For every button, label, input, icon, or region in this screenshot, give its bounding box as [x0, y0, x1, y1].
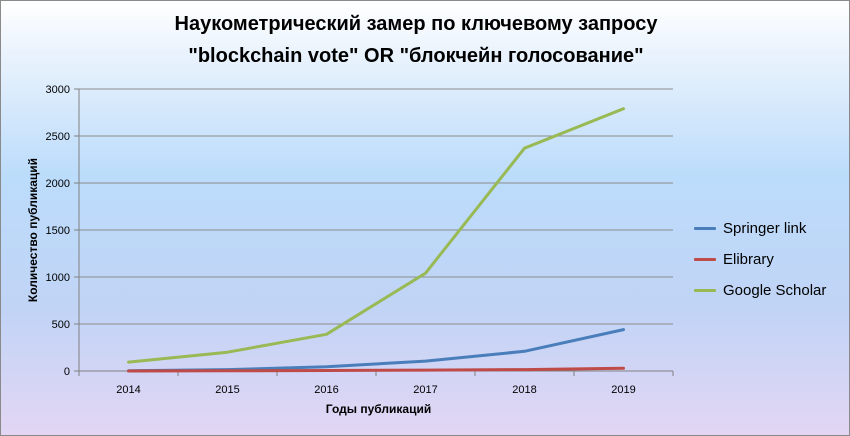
y-axis-label: Количество публикаций	[26, 157, 40, 303]
series-line-springer-link	[127, 328, 625, 373]
legend-label: Google Scholar	[723, 282, 827, 299]
legend-label: Elibrary	[723, 251, 774, 268]
x-tick-label: 2016	[314, 384, 338, 396]
legend-label: Springer link	[723, 220, 807, 237]
x-tick-label: 2014	[116, 384, 140, 396]
legend-swatch	[694, 258, 716, 261]
chart-title-line-1: Наукометрический замер по ключевому запр…	[174, 13, 658, 35]
legend-item: Google Scholar	[694, 275, 826, 306]
x-tick-label: 2018	[512, 384, 536, 396]
legend-item: Springer link	[694, 213, 826, 244]
y-tick-label: 3000	[46, 84, 70, 96]
y-tick-label: 1500	[46, 225, 70, 237]
y-tick-label: 2500	[46, 131, 70, 143]
y-tick-label: 2000	[46, 178, 70, 190]
legend: Springer link Elibrary Google Scholar	[694, 213, 826, 306]
x-tick-label: 2015	[215, 384, 239, 396]
x-tick-label: 2017	[413, 384, 437, 396]
legend-swatch	[694, 227, 716, 230]
series-line-elibrary	[127, 366, 625, 373]
y-tick-label: 500	[52, 319, 70, 331]
legend-item: Elibrary	[694, 244, 826, 275]
legend-swatch	[694, 289, 716, 292]
y-tick-label: 1000	[46, 272, 70, 284]
y-tick-label: 0	[64, 366, 70, 378]
x-tick-label: 2019	[611, 384, 635, 396]
x-axis-label: Годы публикаций	[325, 402, 432, 416]
chart-title-line-2: "blockchain vote" OR "блокчейн голосован…	[188, 45, 644, 67]
series-line-google-scholar	[127, 107, 625, 364]
